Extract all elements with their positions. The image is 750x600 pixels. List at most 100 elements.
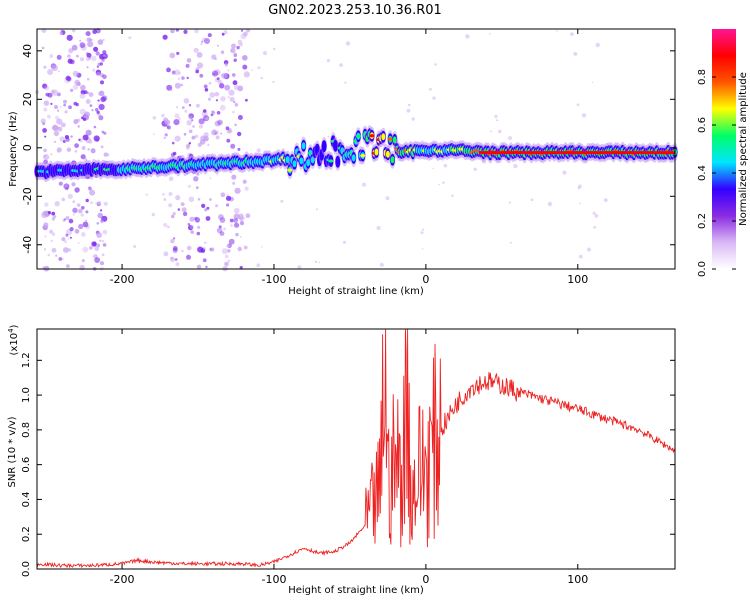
- heatmap-scatter-point: [75, 54, 79, 58]
- heatmap-scatter-point: [100, 145, 104, 149]
- heatmap-scatter-point: [170, 88, 173, 92]
- heatmap-scatter-point: [191, 135, 196, 140]
- heatmap-scatter-point: [176, 51, 180, 56]
- heatmap-scatter-point: [227, 259, 231, 263]
- heatmap-scatter-point: [79, 39, 82, 42]
- heatmap-scatter-point: [180, 83, 183, 87]
- heatmap-scatter-point: [102, 50, 107, 55]
- heatmap-scatter-point: [206, 206, 210, 210]
- heatmap-scatter-point: [226, 203, 230, 207]
- heatmap-scatter-point: [75, 102, 79, 107]
- heatmap-scatter-point: [70, 135, 73, 138]
- heatmap-scatter-point: [210, 113, 214, 117]
- heatmap-scatter-point: [66, 149, 69, 152]
- heatmap-scatter-point: [231, 174, 237, 180]
- heatmap-scatter-point: [84, 32, 87, 35]
- heatmap-scatter-point: [202, 37, 206, 42]
- heatmap-scatter-point: [79, 42, 86, 48]
- heatmap-scatter-point: [172, 246, 178, 251]
- heatmap-scatter-point: [189, 225, 194, 229]
- heatmap-scatter-point: [66, 34, 73, 41]
- heatmap-scatter-point: [233, 84, 240, 91]
- heatmap-scatter-point: [50, 153, 53, 156]
- heatmap-scatter-point: [603, 198, 608, 203]
- heatmap-scatter-point: [232, 181, 236, 185]
- heatmap-scatter-point: [67, 54, 71, 58]
- heatmap-scatter-point: [98, 103, 105, 111]
- heatmap-scatter-point: [556, 30, 558, 32]
- heatmap-scatter-point: [54, 105, 58, 109]
- heatmap-scatter-point: [71, 28, 76, 33]
- heatmap-scatter-point: [242, 179, 247, 184]
- y-tick-label: 1.2: [21, 352, 32, 368]
- heatmap-scatter-point: [209, 177, 212, 180]
- heatmap-scatter-point: [59, 136, 65, 142]
- heatmap-scatter-point: [327, 135, 330, 138]
- heatmap-scatter-point: [220, 192, 226, 198]
- colorbar-tick-label: 0.4: [697, 165, 708, 181]
- heatmap-scatter-point: [96, 65, 100, 68]
- heatmap-scatter-point: [78, 138, 81, 141]
- heatmap-scatter-point: [128, 36, 132, 40]
- heatmap-scatter-point: [207, 97, 212, 101]
- heatmap-scatter-point: [221, 248, 228, 255]
- heatmap-scatter-point: [51, 232, 56, 236]
- heatmap-scatter-point: [103, 201, 108, 206]
- heatmap-scatter-point: [177, 117, 181, 120]
- heatmap-scatter-point: [204, 241, 207, 245]
- heatmap-scatter-point: [163, 136, 166, 140]
- heatmap-scatter-point: [199, 73, 204, 78]
- heatmap-scatter-point: [151, 212, 155, 217]
- heatmap-scatter-point: [193, 176, 199, 182]
- heatmap-scatter-point: [63, 103, 66, 107]
- y-tick-label: 0.6: [21, 457, 32, 473]
- heatmap-scatter-point: [59, 105, 62, 108]
- y-tick-label: 0.4: [21, 491, 32, 507]
- heatmap-scatter-point: [100, 209, 103, 212]
- ridge-mid: [390, 156, 395, 164]
- heatmap-scatter-point: [170, 214, 175, 219]
- heatmap-scatter-point: [224, 63, 229, 67]
- heatmap-scatter-point: [89, 104, 93, 107]
- heatmap-scatter-point: [92, 241, 97, 246]
- heatmap-scatter-point: [65, 216, 70, 221]
- heatmap-scatter-point: [52, 214, 57, 219]
- ridge-peak: [387, 137, 393, 141]
- heatmap-scatter-point: [204, 88, 209, 92]
- heatmap-scatter-point: [226, 193, 229, 196]
- heatmap-scatter-point: [97, 212, 103, 219]
- heatmap-scatter-point: [256, 263, 261, 268]
- heatmap-scatter-point: [102, 38, 105, 42]
- x-tick-label: 0: [422, 273, 429, 286]
- heatmap-scatter-point: [97, 99, 100, 102]
- heatmap-scatter-point: [93, 46, 99, 52]
- heatmap-scatter-point: [203, 132, 209, 138]
- heatmap-scatter-point: [44, 85, 50, 91]
- heatmap-scatter-point: [204, 38, 210, 44]
- heatmap-scatter-point: [167, 225, 170, 229]
- heatmap-scatter-point: [171, 141, 175, 145]
- heatmap-scatter-point: [193, 47, 199, 53]
- heatmap-scatter-point: [183, 133, 187, 136]
- heatmap-scatter-point: [52, 125, 59, 132]
- heatmap-scatter-point: [166, 84, 173, 91]
- heatmap-scatter-point: [81, 146, 86, 150]
- heatmap-scatter-point: [96, 200, 102, 206]
- heatmap-scatter-point: [153, 133, 155, 135]
- heatmap-scatter-point: [63, 247, 69, 253]
- heatmap-scatter-point: [494, 114, 498, 119]
- heatmap-scatter-point: [59, 31, 63, 35]
- heatmap-scatter-point: [72, 84, 79, 91]
- heatmap-scatter-point: [226, 138, 231, 143]
- heatmap-scatter-point: [239, 221, 245, 226]
- heatmap-scatter-point: [579, 202, 582, 205]
- heatmap-scatter-point: [88, 186, 91, 189]
- heatmap-scatter-point: [223, 30, 228, 35]
- heatmap-scatter-point: [69, 236, 72, 239]
- ridge-mid: [301, 142, 306, 150]
- heatmap-scatter-point: [43, 148, 47, 153]
- heatmap-scatter-point: [186, 58, 192, 63]
- heatmap-scatter-point: [162, 193, 165, 196]
- heatmap-scatter-point: [385, 196, 390, 201]
- heatmap-scatter-point: [186, 254, 191, 260]
